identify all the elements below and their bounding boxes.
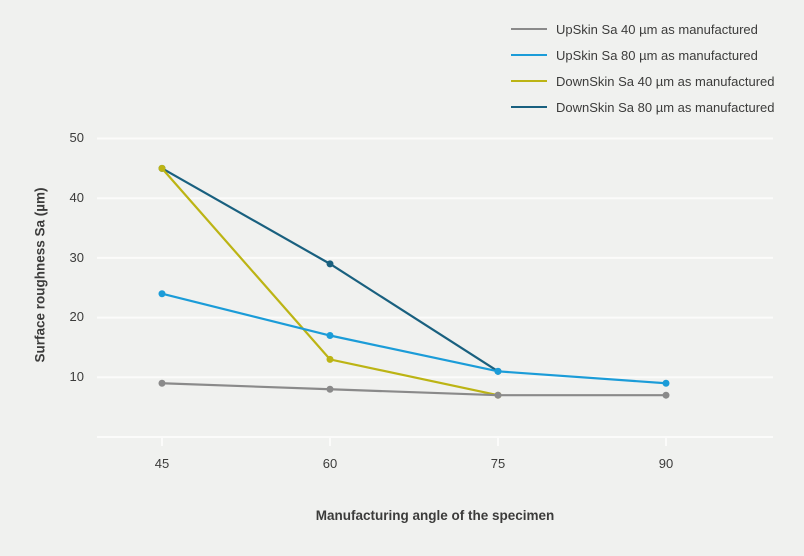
legend-item-downskin-40: DownSkin Sa 40 µm as manufactured [511, 73, 775, 89]
legend-label: DownSkin Sa 40 µm as manufactured [556, 73, 775, 89]
legend-label: UpSkin Sa 80 µm as manufactured [556, 47, 758, 63]
x-tick-label-45: 45 [154, 456, 170, 471]
y-tick-label-40: 40 [69, 190, 84, 205]
x-tick-label-90: 90 [658, 456, 674, 471]
y-tick-label-50: 50 [69, 130, 84, 145]
legend-item-upskin-80: UpSkin Sa 80 µm as manufactured [511, 47, 775, 63]
legend-line-swatch [511, 80, 547, 82]
x-axis-title: Manufacturing angle of the specimen [315, 508, 555, 523]
x-tick-label-75: 75 [490, 456, 506, 471]
legend-label: UpSkin Sa 40 µm as manufactured [556, 21, 758, 37]
legend-line-swatch [511, 54, 547, 56]
y-tick-label-30: 30 [69, 250, 84, 265]
y-tick-label-20: 20 [69, 309, 84, 324]
y-axis-title: Surface roughness Sa (µm) [32, 187, 48, 363]
chart-legend: UpSkin Sa 40 µm as manufactured UpSkin S… [511, 21, 775, 115]
legend-line-swatch [511, 28, 547, 30]
legend-line-swatch [511, 106, 547, 108]
legend-item-upskin-40: UpSkin Sa 40 µm as manufactured [511, 21, 775, 37]
y-tick-label-10: 10 [69, 369, 84, 384]
legend-item-downskin-80: DownSkin Sa 80 µm as manufactured [511, 99, 775, 115]
legend-label: DownSkin Sa 80 µm as manufactured [556, 99, 775, 115]
x-tick-label-60: 60 [322, 456, 338, 471]
